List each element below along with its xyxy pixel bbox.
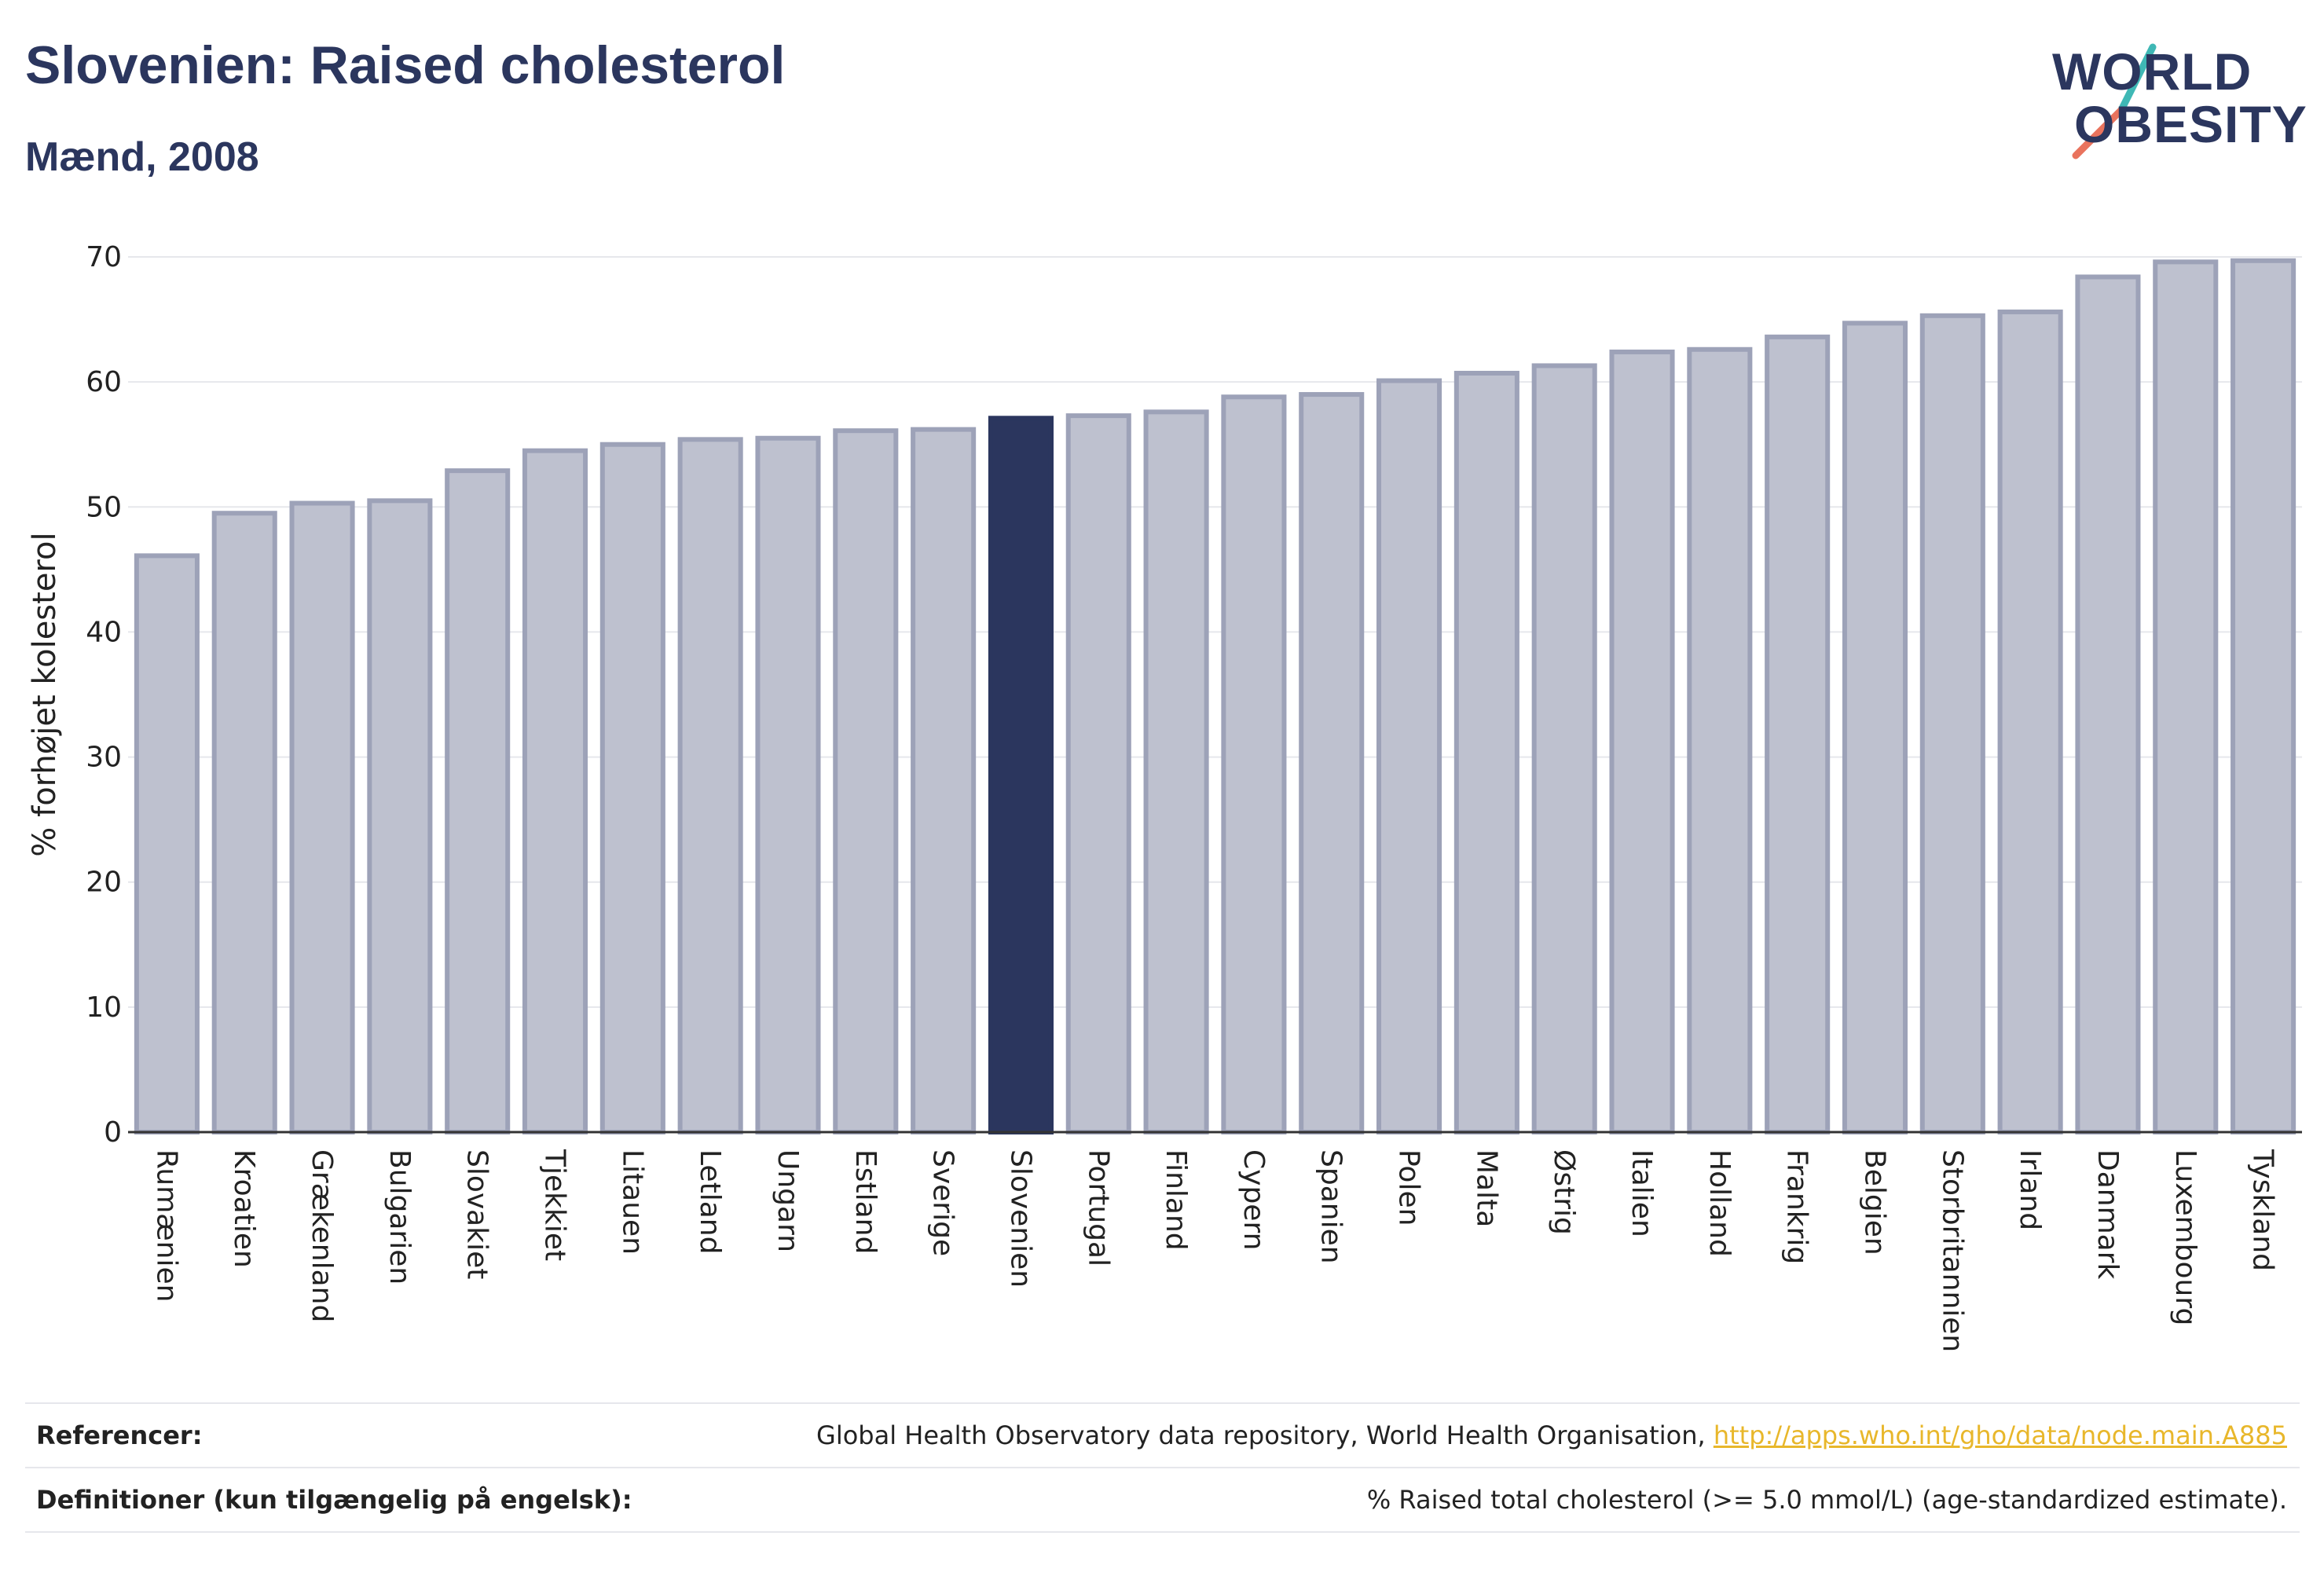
bar-6	[599, 442, 665, 1134]
x-tick-label: Kroatien	[228, 1149, 260, 1268]
y-tick-label: 50	[86, 491, 122, 523]
references-value: Global Health Observatory data repositor…	[816, 1420, 2300, 1450]
bar-8	[755, 435, 821, 1134]
bar-17	[1453, 371, 1519, 1134]
references-label: Referencer:	[36, 1420, 203, 1450]
bar-26	[2153, 259, 2219, 1134]
bar-14	[1221, 394, 1287, 1134]
references-text: Global Health Observatory data repositor…	[816, 1420, 1714, 1450]
bar-27	[2231, 258, 2297, 1134]
logo-line-2: OBESITY	[2074, 95, 2308, 153]
bar-18	[1531, 363, 1597, 1134]
x-tick-label: Tjekkiet	[539, 1149, 571, 1261]
chart-title: Slovenien: Raised cholesterol	[25, 35, 786, 95]
x-tick-label: Østrig	[1548, 1149, 1580, 1235]
bar-4	[445, 468, 511, 1134]
bar-25	[2075, 274, 2141, 1134]
x-tick-label: Cypern	[1237, 1149, 1270, 1250]
bar-11	[988, 416, 1054, 1134]
definitions-text: % Raised total cholesterol (>= 5.0 mmol/…	[1366, 1485, 2287, 1515]
bar-13	[1143, 409, 1209, 1134]
bar-7	[677, 437, 743, 1134]
x-tick-label: Rumænien	[150, 1149, 182, 1302]
y-tick-label: 60	[86, 366, 122, 398]
x-tick-label: Spanien	[1315, 1149, 1347, 1264]
x-tick-label: Grækenland	[306, 1149, 338, 1322]
x-tick-label: Malta	[1470, 1149, 1502, 1227]
x-tick-label: Sverige	[927, 1149, 959, 1256]
x-tick-label: Belgien	[1858, 1149, 1890, 1255]
bar-1	[211, 511, 277, 1134]
x-tick-label: Tyskland	[2247, 1149, 2279, 1271]
bar-0	[134, 553, 200, 1134]
logo-line-1: WORLD	[2052, 42, 2253, 101]
x-tick-label: Slovenien	[1004, 1149, 1036, 1288]
x-tick-label: Slovakiet	[461, 1149, 493, 1279]
chart-subtitle: Mænd, 2008	[25, 134, 259, 180]
references-row: Referencer: Global Health Observatory da…	[25, 1402, 2300, 1467]
x-tick-label: Letland	[694, 1149, 726, 1254]
bar-24	[1997, 310, 2063, 1135]
bar-9	[833, 428, 899, 1134]
x-tick-label: Storbritannien	[1936, 1149, 1968, 1352]
bar-20	[1687, 346, 1753, 1135]
x-tick-label: Portugal	[1082, 1149, 1114, 1266]
bar-2	[289, 500, 355, 1134]
x-tick-label: Ungarn	[772, 1149, 804, 1252]
x-tick-label: Irland	[2014, 1149, 2046, 1230]
bar-23	[1919, 313, 1985, 1135]
y-tick-label: 70	[86, 241, 122, 273]
references-link[interactable]: http://apps.who.int/gho/data/node.main.A…	[1713, 1420, 2287, 1450]
x-tick-label: Frankrig	[1781, 1149, 1813, 1264]
x-tick-label: Danmark	[2091, 1149, 2124, 1280]
bar-12	[1065, 413, 1131, 1134]
x-tick-label: Italien	[1626, 1149, 1658, 1237]
logo-slash-icon	[2072, 43, 2157, 159]
y-tick-label: 10	[86, 991, 122, 1024]
x-tick-label: Litauen	[616, 1149, 648, 1255]
y-axis-label: % forhøjet kolesterol	[27, 532, 63, 856]
bar-10	[911, 427, 977, 1134]
x-tick-label: Bulgarien	[383, 1149, 416, 1285]
y-tick-label: 0	[104, 1116, 122, 1149]
x-tick-label: Estland	[849, 1149, 882, 1254]
y-tick-label: 20	[86, 867, 122, 899]
bar-19	[1609, 349, 1675, 1135]
definitions-label: Definitioner (kun tilgængelig på engelsk…	[36, 1485, 632, 1515]
bar-3	[367, 498, 433, 1134]
bar-22	[1842, 321, 1908, 1134]
definitions-row: Definitioner (kun tilgængelig på engelsk…	[25, 1467, 2300, 1533]
bar-5	[522, 448, 588, 1134]
bar-21	[1765, 334, 1831, 1134]
bar-15	[1299, 392, 1365, 1134]
bar-16	[1376, 378, 1442, 1134]
world-obesity-logo: WORLD OBESITY	[2051, 24, 2307, 173]
x-tick-label: Finland	[1160, 1149, 1192, 1251]
x-tick-label: Polen	[1393, 1149, 1425, 1226]
y-tick-label: 30	[86, 742, 122, 774]
x-tick-label: Holland	[1703, 1149, 1736, 1257]
y-tick-label: 40	[86, 616, 122, 648]
x-tick-label: Luxembourg	[2169, 1149, 2201, 1325]
bar-chart: 0 10 20 30 40 50 60 70 % forhøjet kolesterol Rumæ…	[27, 241, 2302, 1352]
